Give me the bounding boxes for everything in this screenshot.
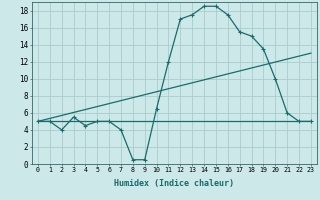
X-axis label: Humidex (Indice chaleur): Humidex (Indice chaleur) (115, 179, 234, 188)
